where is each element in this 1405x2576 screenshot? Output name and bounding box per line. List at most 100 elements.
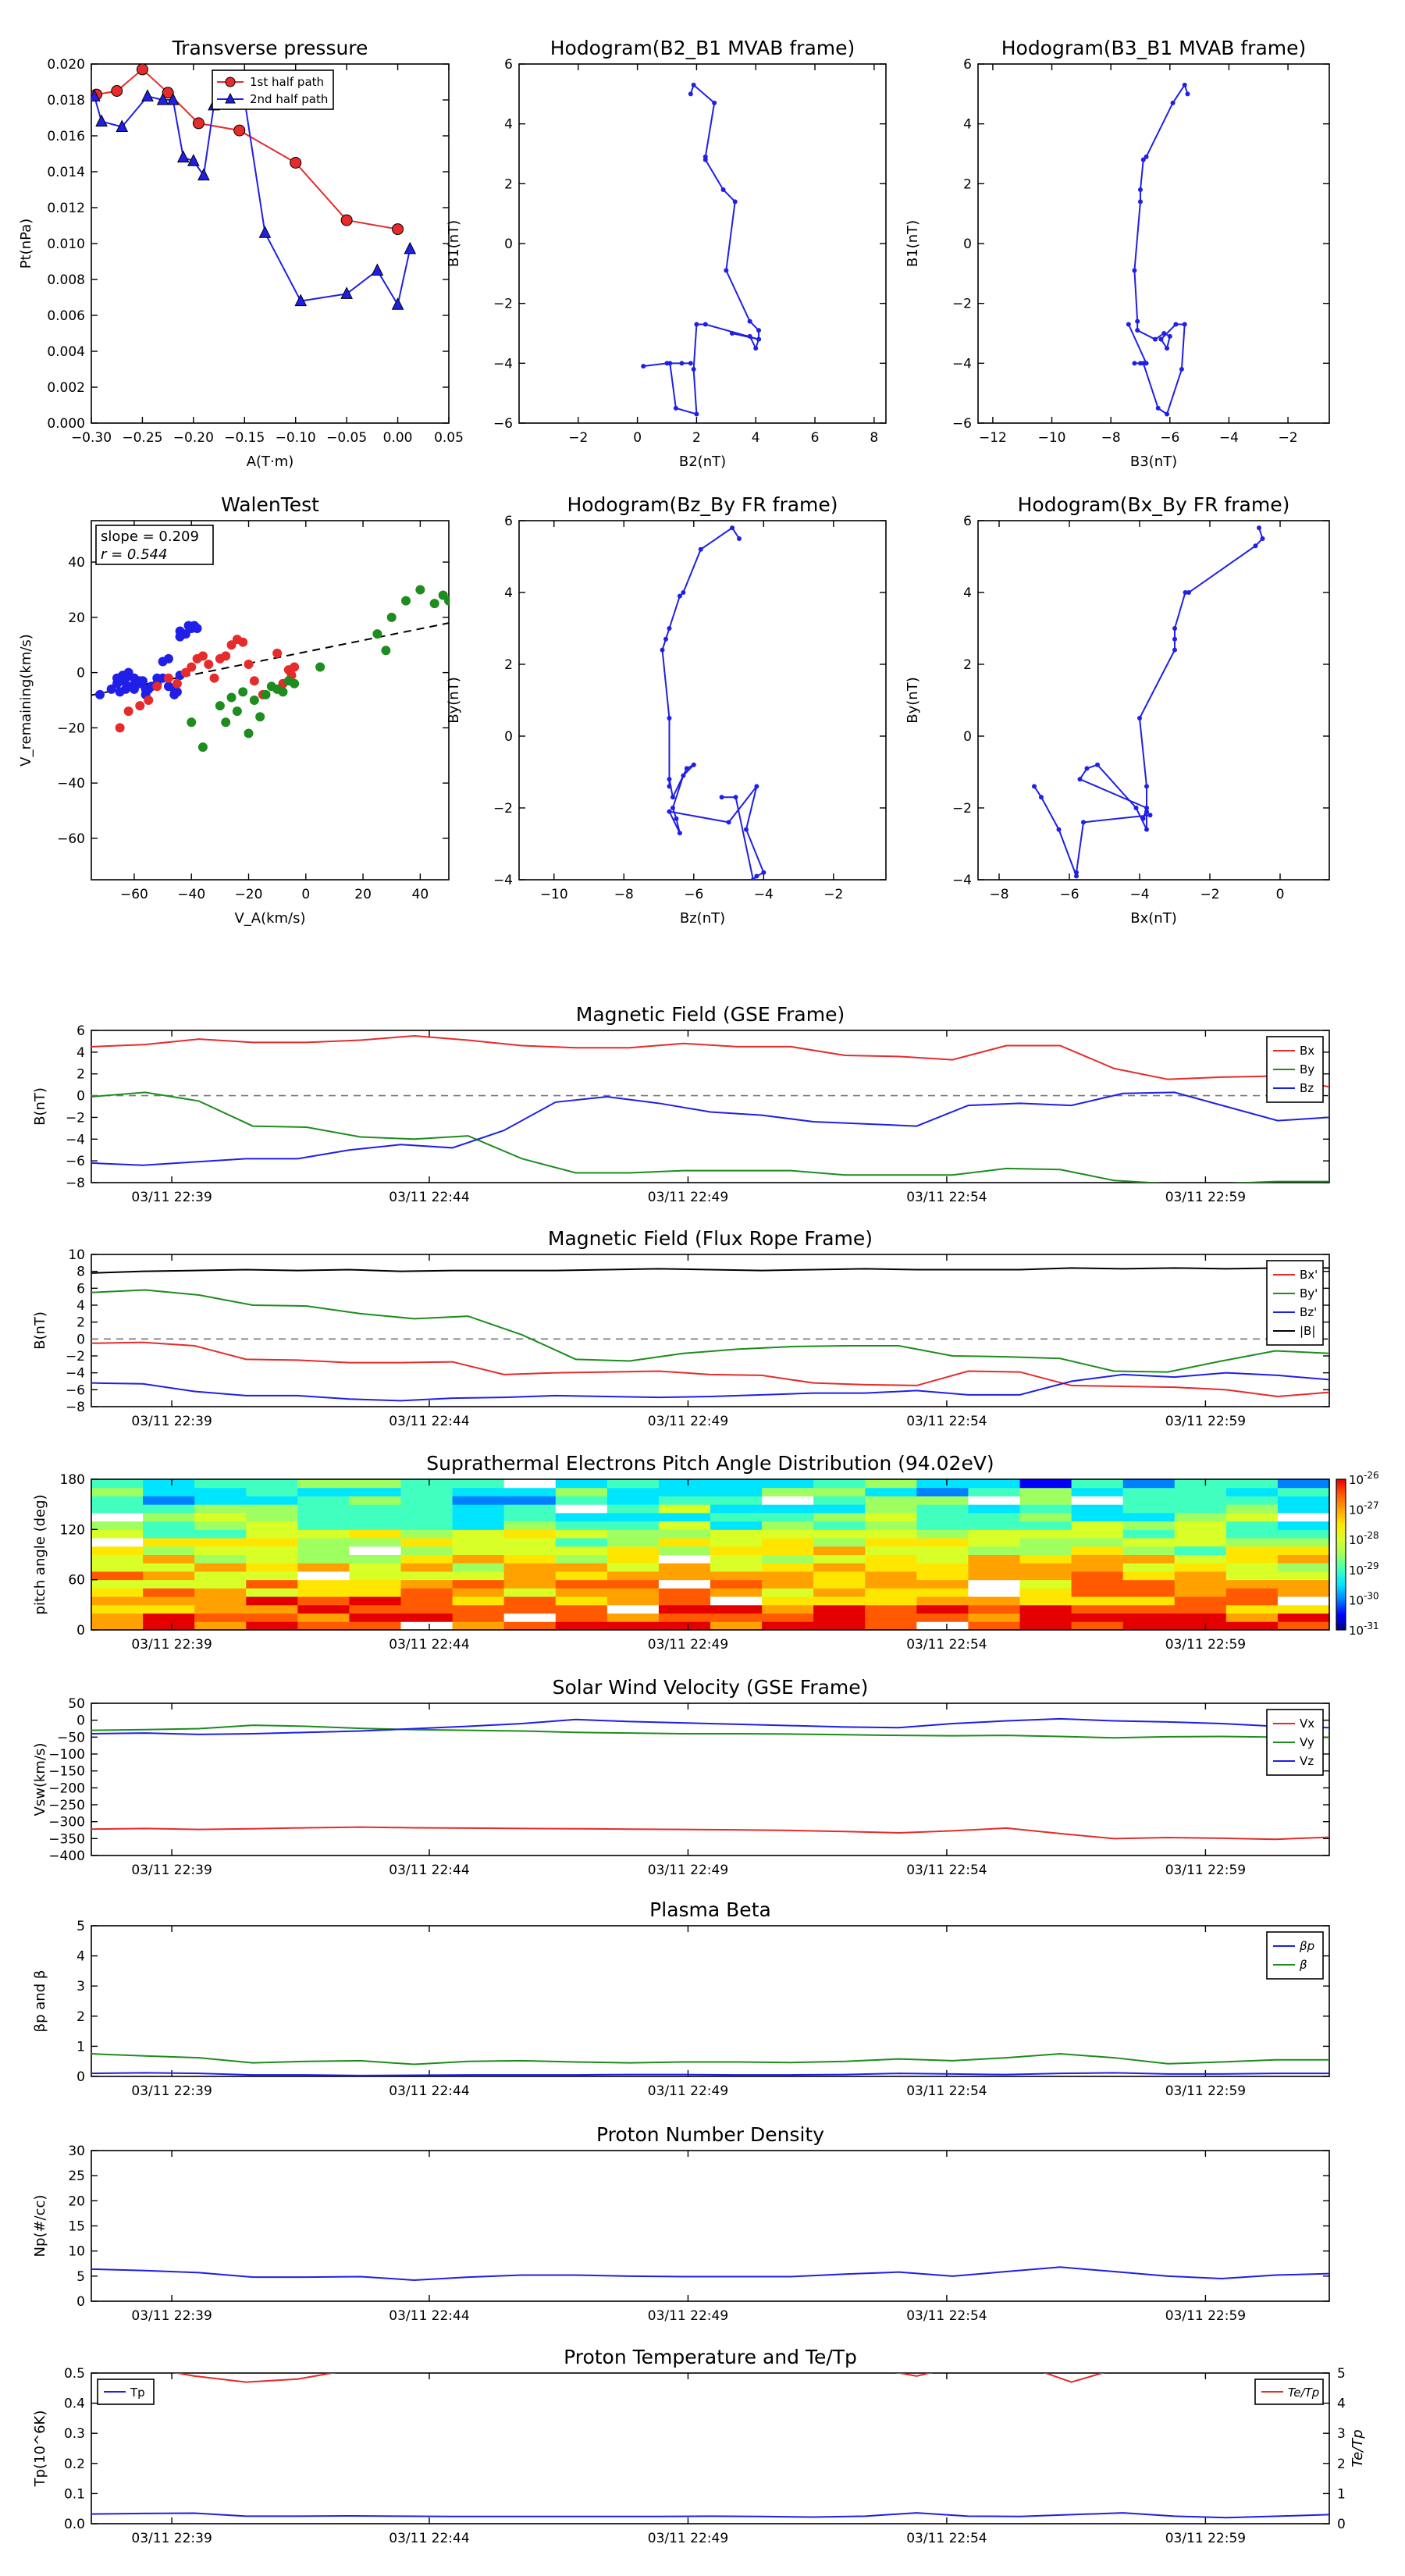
data-point	[197, 742, 208, 753]
heatmap-cell	[1277, 1512, 1330, 1522]
heatmap-cell	[1277, 1554, 1330, 1564]
heatmap-cell	[865, 1538, 917, 1547]
heatmap-cell	[606, 1546, 660, 1555]
heatmap-cell	[1225, 1579, 1279, 1589]
x-tick-label: 03/11 22:54	[906, 2083, 987, 2099]
heatmap-cell	[503, 1521, 557, 1530]
heatmap-cell	[968, 1613, 1020, 1622]
data-point	[719, 795, 724, 800]
heatmap-cell	[1122, 1529, 1176, 1539]
x-tick-label: 03/11 22:39	[131, 1637, 212, 1653]
heatmap-cell	[865, 1588, 917, 1597]
heatmap-cell	[1225, 1621, 1279, 1631]
data-point	[238, 687, 248, 697]
heatmap-cell	[865, 1546, 917, 1555]
data-point	[1172, 647, 1177, 653]
y-tick-label: 0.2	[64, 2457, 85, 2472]
data-point	[172, 678, 182, 688]
y-tick-label: −350	[48, 1831, 85, 1847]
heatmap-cell	[658, 1479, 711, 1489]
y-tick-label: 15	[68, 2219, 85, 2235]
series-line	[91, 2266, 1329, 2281]
data-point	[249, 676, 259, 686]
heatmap-cell	[297, 1604, 350, 1614]
heatmap-cell	[813, 1487, 866, 1496]
heatmap-cell	[1122, 1504, 1176, 1514]
heatmap-cell	[606, 1487, 660, 1496]
heatmap-cell	[194, 1546, 247, 1555]
data-point	[1155, 405, 1161, 411]
heatmap-cell	[452, 1504, 505, 1514]
heatmap-cell	[1071, 1613, 1124, 1622]
data-point	[144, 696, 154, 705]
panel-beta: Plasma Beta 0 1 2 3 4 5 03/11 22:39 03/11 22:44 0…	[32, 1898, 1330, 2099]
data-point	[684, 766, 689, 771]
heatmap-cell	[1277, 1604, 1330, 1614]
data-point	[1144, 809, 1149, 814]
heatmap-cell	[349, 1538, 401, 1547]
heatmap-cell	[555, 1554, 608, 1564]
data-point	[1144, 154, 1149, 159]
plot-frame	[977, 63, 1330, 424]
heatmap-cell	[1071, 1504, 1124, 1514]
y-axis-label: B1(nT)	[905, 220, 921, 267]
heatmap-cell	[710, 1621, 763, 1631]
x-tick-label: 40	[412, 887, 429, 902]
heatmap-cell	[297, 1588, 350, 1597]
data-point	[290, 662, 300, 672]
legend-label: Bx	[1300, 1044, 1314, 1058]
heatmap-cell	[813, 1613, 866, 1622]
chart-title: Plasma Beta	[649, 1898, 771, 1921]
y-tick-label: 0	[76, 1089, 85, 1105]
colorbar-exponent: -26	[1364, 1470, 1379, 1481]
data-point	[679, 361, 685, 366]
heatmap-cell	[143, 1546, 195, 1555]
heatmap-cell	[658, 1521, 711, 1530]
data-point	[1179, 367, 1184, 372]
heatmap-cell	[813, 1571, 866, 1581]
data-point	[381, 646, 391, 656]
chart-title: Solar Wind Velocity (GSE Frame)	[553, 1676, 869, 1699]
data-point	[677, 593, 682, 599]
heatmap-cell	[1122, 1588, 1176, 1597]
heatmap-cell	[349, 1504, 401, 1514]
heatmap-cell	[916, 1496, 969, 1505]
data-point	[1260, 536, 1265, 541]
x-tick-label: 03/11 22:59	[1165, 1190, 1246, 1205]
y-tick-label: 0.1	[64, 2486, 85, 2502]
chart-title: Proton Temperature and Te/Tp	[564, 2346, 857, 2368]
data-point	[209, 673, 219, 683]
heatmap-cell	[968, 1554, 1020, 1564]
heatmap-cell	[710, 1529, 763, 1539]
heatmap-cell	[916, 1563, 969, 1572]
data-point	[340, 214, 353, 226]
colorbar-exponent: -28	[1364, 1530, 1379, 1541]
x-tick-label: 03/11 22:39	[131, 2083, 212, 2099]
heatmap-cell	[452, 1529, 505, 1539]
heatmap-cell	[658, 1512, 711, 1522]
heatmap-cell	[400, 1496, 454, 1505]
heatmap-cell	[813, 1496, 866, 1505]
data-point	[290, 157, 302, 169]
data-point	[1133, 806, 1139, 810]
heatmap-cell	[762, 1588, 814, 1597]
plot-frame	[91, 2372, 1330, 2524]
heatmap-cell	[762, 1504, 814, 1514]
y-axis-label: V_remaining(km/s)	[18, 634, 34, 767]
heatmap-cell	[143, 1596, 195, 1606]
data-point	[1185, 91, 1190, 97]
heatmap-cell	[143, 1613, 195, 1622]
chart-title: Hodogram(B3_B1 MVAB frame)	[1001, 37, 1307, 59]
data-point	[163, 653, 173, 664]
heatmap-cell	[710, 1538, 763, 1547]
heatmap-cell	[968, 1479, 1020, 1489]
heatmap-cell	[400, 1479, 454, 1489]
heatmap-cell	[968, 1621, 1020, 1631]
x-tick-label: −0.10	[276, 430, 316, 446]
heatmap-cell	[865, 1571, 917, 1581]
heatmap-cell	[1174, 1487, 1227, 1496]
heatmap-cell	[1019, 1512, 1072, 1522]
heatmap-cell	[968, 1496, 1020, 1505]
heatmap-cell	[916, 1579, 969, 1589]
heatmap-cell	[710, 1521, 763, 1530]
